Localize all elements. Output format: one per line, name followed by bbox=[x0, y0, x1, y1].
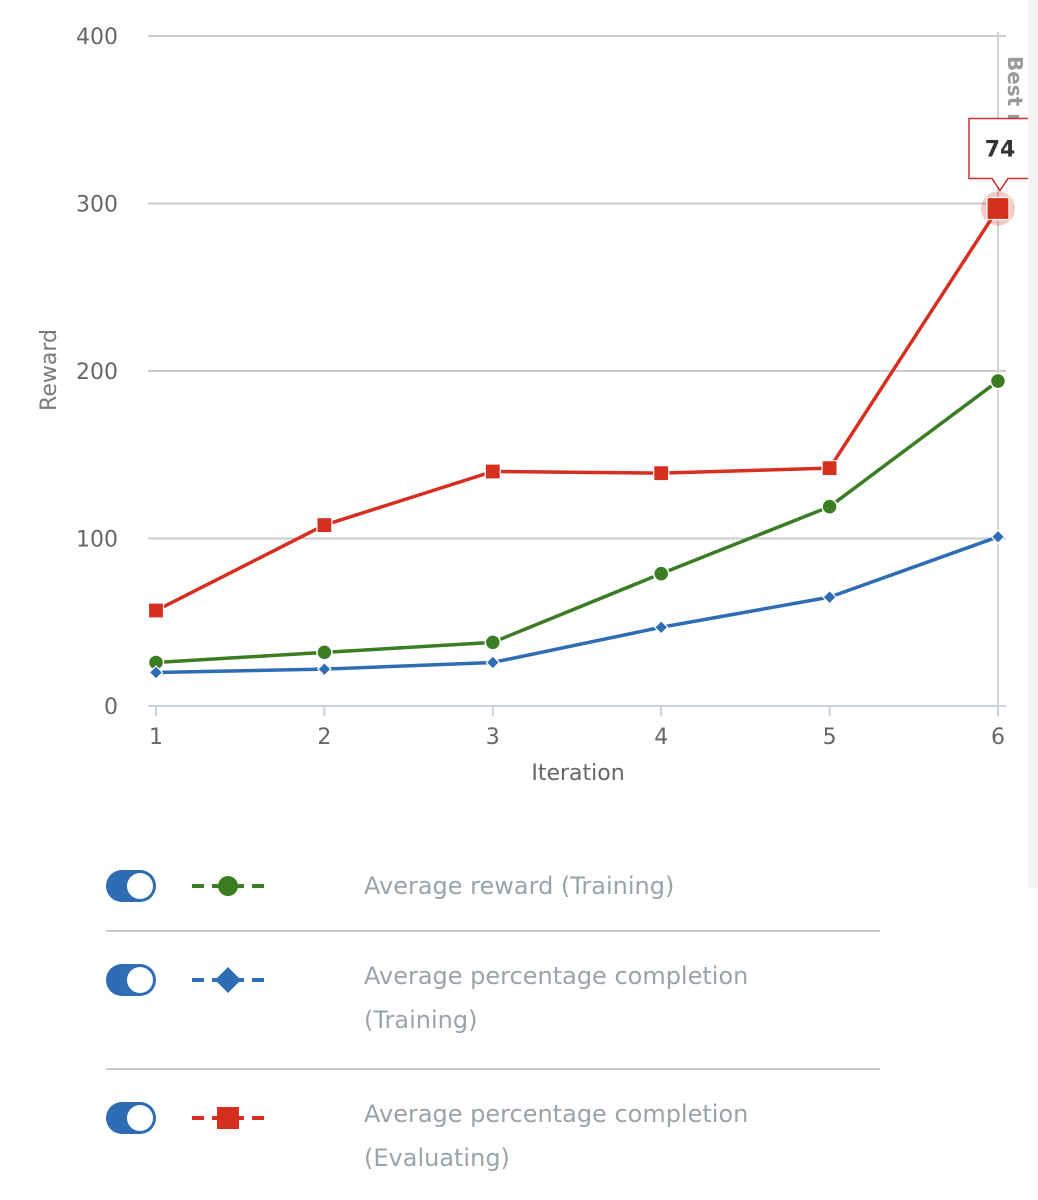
x-axis-ticks: 1 2 3 4 5 6 bbox=[149, 706, 1005, 750]
data-point[interactable] bbox=[316, 516, 333, 534]
data-point[interactable] bbox=[653, 465, 670, 482]
data-point[interactable] bbox=[485, 655, 501, 670]
data-point[interactable] bbox=[821, 460, 838, 477]
tooltip: 74 bbox=[968, 117, 1032, 192]
diamond-marker-icon bbox=[192, 967, 264, 993]
grid-lines bbox=[148, 35, 1006, 540]
toggle-knob bbox=[127, 1105, 153, 1131]
series-group bbox=[147, 191, 1015, 680]
x-axis-title: Iteration bbox=[531, 761, 624, 786]
legend-item-average-reward-training: Average reward (Training) bbox=[106, 846, 880, 932]
data-point[interactable] bbox=[484, 463, 501, 480]
x-tick-label: 1 bbox=[149, 725, 163, 750]
data-point[interactable] bbox=[652, 565, 670, 582]
y-axis-title: Reward bbox=[37, 329, 62, 411]
legend-label: Average reward (Training) bbox=[364, 872, 675, 900]
data-point[interactable] bbox=[986, 196, 1010, 221]
y-axis-ticks: 0 100 200 300 400 bbox=[76, 25, 118, 720]
data-point[interactable] bbox=[821, 498, 838, 515]
toggle-switch[interactable] bbox=[106, 964, 156, 996]
x-tick-label: 2 bbox=[317, 725, 331, 750]
data-point[interactable] bbox=[989, 372, 1007, 390]
series-3 bbox=[147, 191, 1015, 619]
series-1 bbox=[147, 372, 1007, 671]
data-point[interactable] bbox=[484, 634, 502, 651]
best-marker-label: Best r bbox=[1003, 56, 1027, 123]
x-tick-label: 6 bbox=[991, 725, 1005, 750]
circle-marker-icon bbox=[192, 876, 264, 896]
y-tick-label: 200 bbox=[76, 360, 118, 385]
data-point[interactable] bbox=[316, 644, 333, 661]
y-tick-label: 0 bbox=[104, 695, 118, 720]
toggle-switch[interactable] bbox=[106, 870, 156, 902]
series-line bbox=[155, 379, 1000, 665]
legend-item-average-percentage-completion-training: Average percentage completion (Training) bbox=[106, 932, 880, 1070]
series-2 bbox=[148, 529, 1006, 680]
series-line bbox=[155, 535, 999, 675]
data-point[interactable] bbox=[148, 665, 164, 680]
x-tick-label: 3 bbox=[486, 725, 500, 750]
legend-label: Average percentage completion (Training) bbox=[364, 962, 749, 1034]
x-tick-label: 5 bbox=[823, 725, 837, 750]
data-point[interactable] bbox=[822, 589, 837, 605]
data-point[interactable] bbox=[653, 619, 669, 635]
tooltip-value: 74 bbox=[985, 138, 1016, 163]
series-line bbox=[155, 207, 1000, 613]
y-tick-label: 100 bbox=[76, 528, 118, 553]
y-tick-label: 400 bbox=[76, 25, 118, 50]
legend-label: Average percentage completion (Evaluatin… bbox=[364, 1100, 749, 1172]
scrollbar[interactable] bbox=[1028, 0, 1038, 888]
legend-item-average-percentage-completion-evaluating: Average percentage completion (Evaluatin… bbox=[106, 1070, 880, 1200]
toggle-knob bbox=[127, 873, 153, 899]
data-point[interactable] bbox=[147, 602, 165, 619]
toggle-knob bbox=[127, 967, 153, 993]
legend: Average reward (Training) Average percen… bbox=[106, 846, 880, 1200]
x-tick-label: 4 bbox=[654, 725, 668, 750]
data-point[interactable] bbox=[317, 661, 332, 677]
square-marker-icon bbox=[192, 1107, 264, 1129]
y-tick-label: 300 bbox=[76, 193, 118, 218]
reward-chart: 0 100 200 300 400 1 2 3 4 5 6 Best r Reward Itera… bbox=[37, 25, 1032, 786]
data-point[interactable] bbox=[990, 529, 1006, 545]
toggle-switch[interactable] bbox=[106, 1102, 156, 1134]
